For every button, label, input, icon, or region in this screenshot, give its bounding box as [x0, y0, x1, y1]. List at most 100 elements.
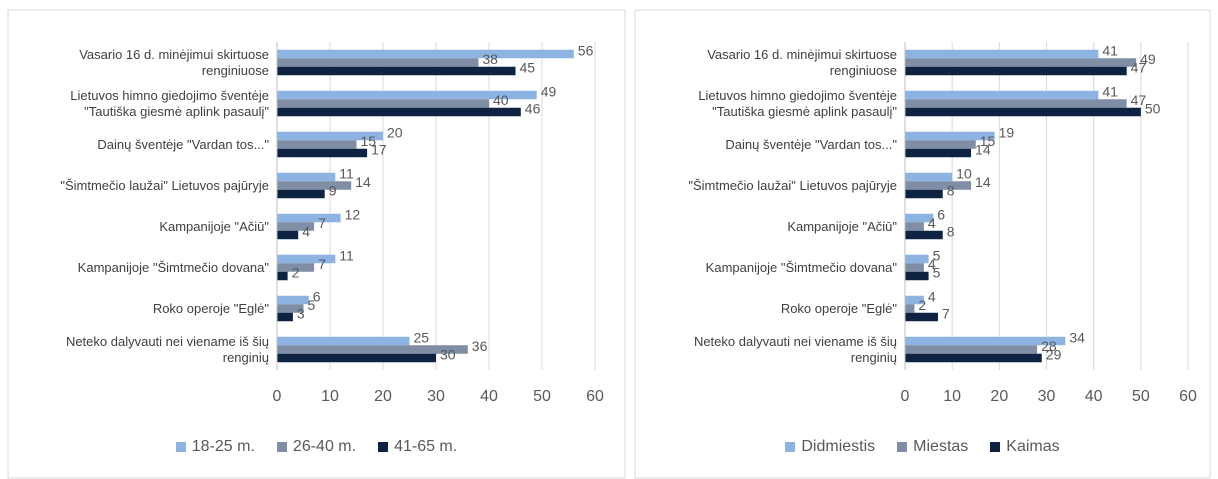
value-label: 4 — [302, 224, 310, 240]
value-label: 6 — [937, 207, 945, 223]
bar — [277, 189, 325, 199]
legend: Didmiestis Miestas Kaimas — [635, 438, 1210, 456]
bar — [277, 140, 357, 149]
value-label: 14 — [355, 174, 371, 190]
bar — [277, 345, 468, 354]
value-label: 20 — [387, 125, 403, 141]
value-label: 25 — [414, 330, 430, 346]
category-label: Dainų šventėje "Vardan tos..." — [97, 136, 269, 152]
bar — [905, 345, 1038, 354]
legend-swatch — [897, 442, 908, 452]
bar — [277, 263, 315, 272]
bar — [905, 213, 934, 223]
value-label: 6 — [313, 289, 321, 305]
bar — [905, 181, 972, 190]
value-label: 34 — [1069, 330, 1085, 346]
value-label: 41 — [1102, 43, 1118, 59]
category-label: Neteko dalyvauti nei viename iš šių reng… — [65, 333, 269, 365]
bar — [277, 181, 352, 190]
category-label: "Šimtmečio laužai" Lietuvos pajūryje — [60, 177, 269, 193]
legend-label: 41-65 m. — [394, 438, 458, 455]
legend-swatch — [378, 442, 389, 452]
x-tick-label: 30 — [427, 388, 445, 405]
x-tick-label: 60 — [1179, 388, 1197, 405]
value-label: 49 — [541, 84, 557, 100]
value-label: 28 — [1041, 338, 1057, 354]
value-label: 12 — [345, 207, 361, 223]
value-label: 2 — [292, 265, 300, 281]
legend-item: 41-65 m. — [378, 438, 457, 456]
value-label: 29 — [1046, 347, 1062, 363]
legend-label: 18-25 m. — [191, 438, 255, 455]
value-label: 15 — [361, 133, 377, 149]
x-tick-label: 30 — [1038, 388, 1056, 405]
legend: 18-25 m. 26-40 m. 41-65 m. — [8, 438, 625, 456]
value-label: 30 — [440, 347, 456, 363]
value-label: 47 — [1131, 60, 1147, 76]
category-label: Kampanijoje "Šimtmečio dovana" — [77, 259, 269, 275]
panel — [7, 9, 626, 479]
bar — [905, 131, 995, 141]
value-label: 8 — [947, 224, 955, 240]
value-label: 19 — [999, 125, 1015, 141]
value-label: 5 — [933, 248, 941, 264]
bar — [905, 189, 943, 199]
value-label: 9 — [329, 183, 337, 199]
value-label: 3 — [297, 306, 305, 322]
value-label: 11 — [339, 166, 354, 182]
category-label: Roko operoje "Eglė" — [780, 300, 897, 316]
legend-label: Kaimas — [1006, 438, 1060, 455]
value-label: 8 — [947, 183, 955, 199]
bar — [277, 271, 288, 281]
x-tick-label: 10 — [321, 388, 339, 405]
value-label: 17 — [371, 142, 387, 158]
bar — [277, 107, 521, 117]
value-label: 5 — [933, 265, 941, 281]
bar — [905, 304, 915, 313]
bar — [905, 172, 953, 182]
bar — [905, 295, 924, 305]
x-tick-label: 0 — [273, 388, 282, 405]
value-label: 2 — [918, 297, 926, 313]
bar — [905, 58, 1137, 67]
bar — [905, 140, 976, 149]
bar — [277, 353, 436, 363]
legend-item: 26-40 m. — [276, 438, 356, 456]
x-tick-label: 50 — [533, 388, 551, 405]
value-label: 36 — [472, 338, 488, 354]
legend-item: 18-25 m. — [175, 438, 255, 456]
category-label: Kampanijoje "Ačiū" — [787, 218, 897, 234]
bar — [905, 66, 1127, 76]
value-label: 38 — [482, 51, 498, 67]
value-label: 4 — [928, 215, 936, 231]
bar — [905, 222, 924, 231]
bar — [905, 107, 1141, 117]
bar — [277, 213, 341, 223]
x-tick-label: 40 — [1085, 388, 1103, 405]
bar — [905, 90, 1099, 100]
x-tick-label: 0 — [901, 388, 910, 405]
value-label: 7 — [318, 256, 326, 272]
value-label: 7 — [942, 306, 950, 322]
bar — [905, 312, 939, 322]
bar — [905, 230, 943, 240]
bar — [905, 271, 929, 281]
value-label: 5 — [308, 297, 316, 313]
bar — [277, 304, 304, 313]
panel — [634, 9, 1211, 479]
bar — [277, 66, 516, 76]
category-label: Kampanijoje "Šimtmečio dovana" — [705, 259, 897, 275]
value-label: 4 — [928, 289, 936, 305]
bar — [277, 99, 489, 108]
x-tick-label: 60 — [586, 388, 604, 405]
legend-item: Didmiestis — [785, 438, 875, 456]
x-tick-label: 40 — [480, 388, 498, 405]
bar — [905, 336, 1066, 346]
category-label: Vasario 16 d. minėjimui skirtuose rengin… — [707, 46, 897, 78]
x-tick-label: 50 — [1132, 388, 1150, 405]
value-label: 11 — [339, 248, 354, 264]
bar — [277, 222, 315, 231]
bar — [277, 295, 309, 305]
legend-swatch — [175, 442, 186, 452]
